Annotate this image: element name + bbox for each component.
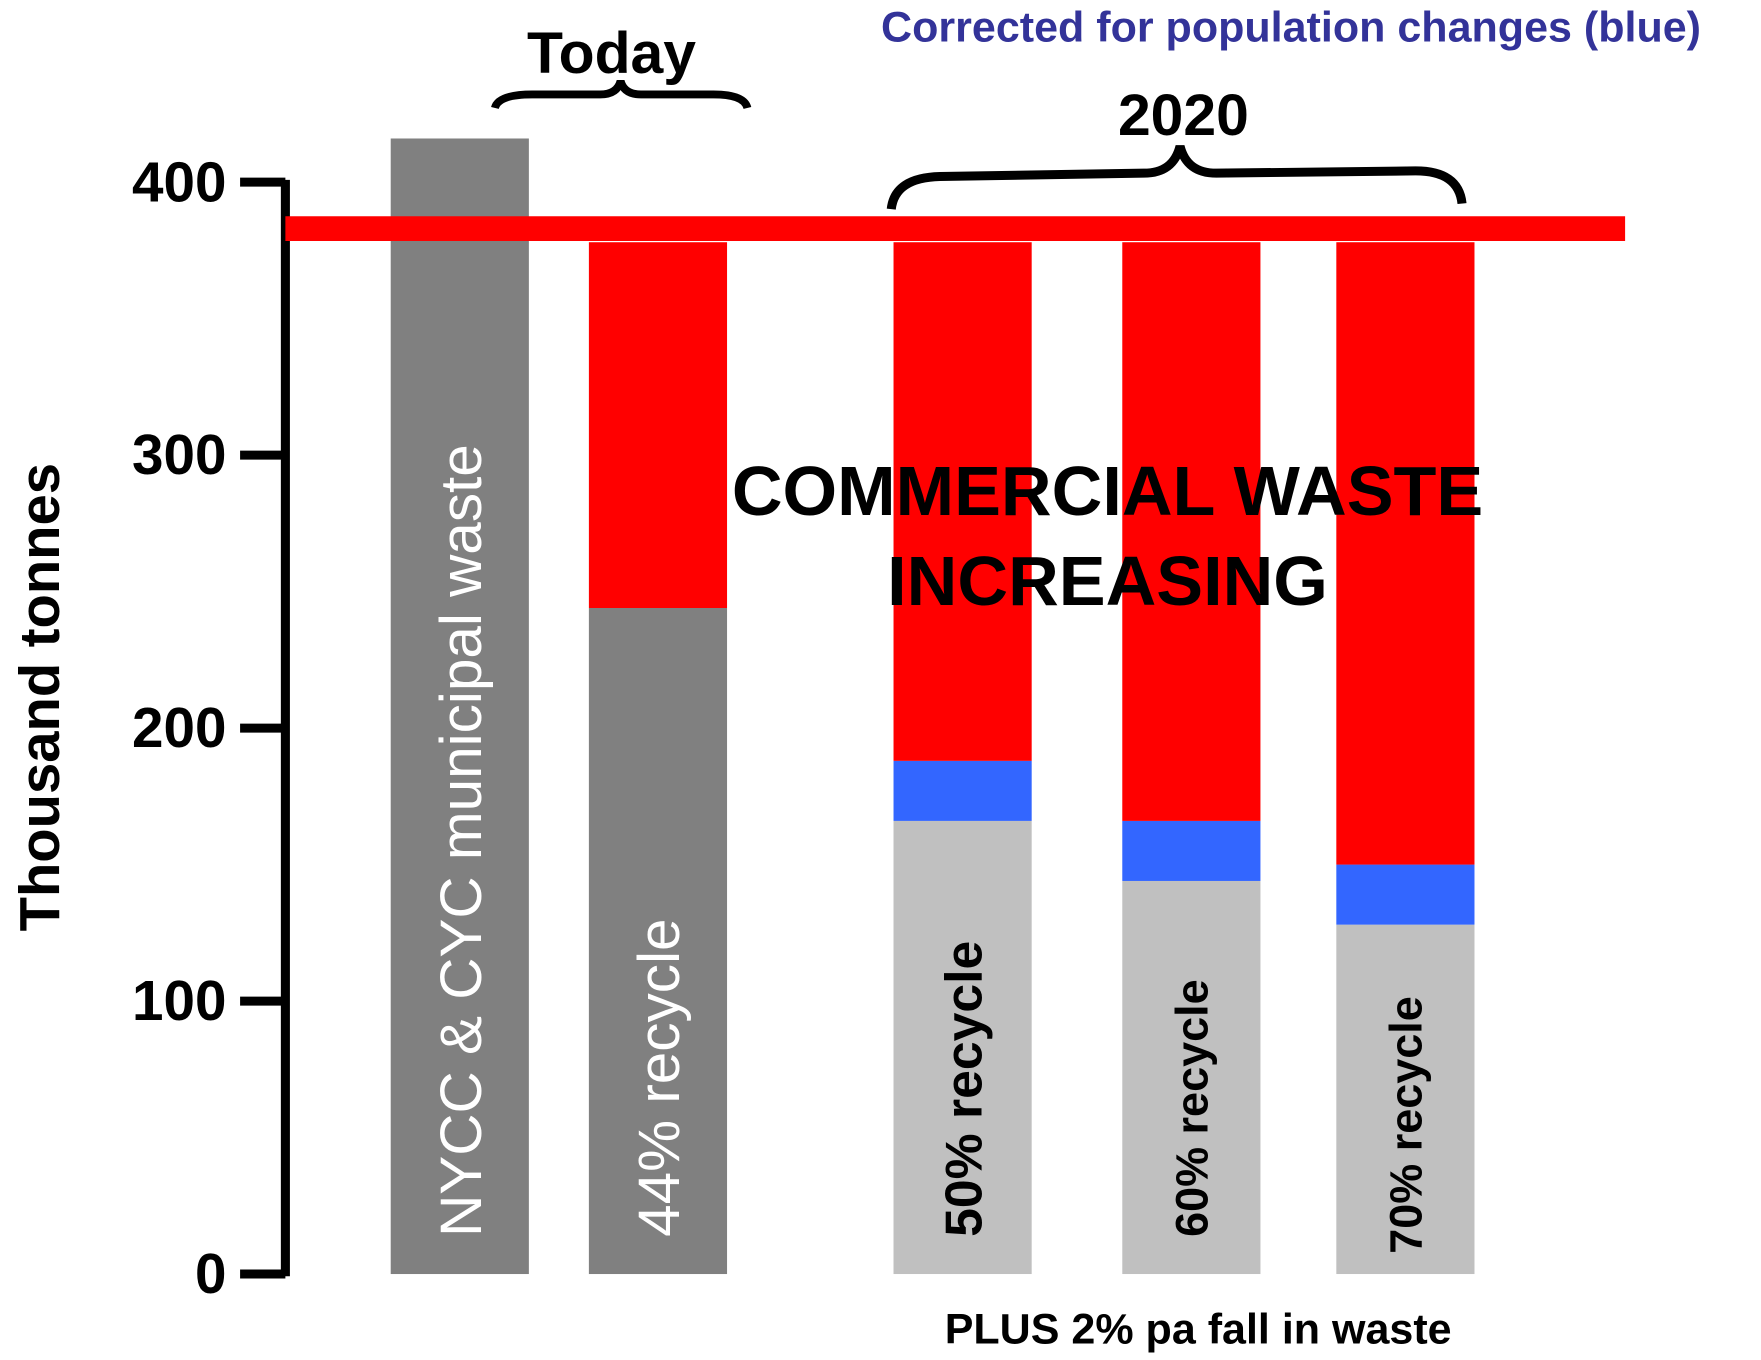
bar-label: 70% recycle xyxy=(1381,996,1432,1254)
bar-segment xyxy=(1336,864,1475,925)
bar-segment xyxy=(1336,242,1475,865)
bar-label: NYCC & CYC municipal waste xyxy=(429,444,494,1237)
y-tick-label: 400 xyxy=(132,150,226,213)
bar-segment xyxy=(893,242,1032,761)
bar-segment xyxy=(588,242,728,608)
brace xyxy=(886,144,1467,210)
y-tick-label: 300 xyxy=(132,423,226,486)
y-tick-label: 100 xyxy=(132,969,226,1032)
bar-segment xyxy=(1122,880,1261,1275)
subtitle: Corrected for population changes (blue) xyxy=(881,4,1701,52)
bar-label: 60% recycle xyxy=(1167,979,1218,1237)
bar-segment xyxy=(390,138,529,1275)
y-tick-label: 0 xyxy=(195,1242,226,1305)
bar-segment xyxy=(1122,820,1261,881)
bar-segment xyxy=(588,607,728,1275)
bar-segment xyxy=(893,820,1032,1275)
bar-label: 50% recycle xyxy=(935,941,993,1237)
group-label: Today xyxy=(527,21,696,86)
annotation: COMMERCIAL WASTE xyxy=(732,452,1483,530)
group-label: 2020 xyxy=(1118,83,1249,148)
bar-segment xyxy=(1336,924,1475,1275)
y-axis-label: Thousand tonnes xyxy=(8,463,71,931)
y-tick-label: 200 xyxy=(132,696,226,759)
plot: 0 100 200 300 400 NYCC & CYC municipal waste 4… xyxy=(132,138,1626,1305)
bar-label: 44% recycle xyxy=(627,918,692,1236)
bar-segment xyxy=(1122,242,1261,821)
annotation: INCREASING xyxy=(887,542,1328,620)
brace xyxy=(491,79,752,110)
footnote: PLUS 2% pa fall in waste xyxy=(945,1306,1452,1354)
bar-segment xyxy=(893,760,1032,821)
